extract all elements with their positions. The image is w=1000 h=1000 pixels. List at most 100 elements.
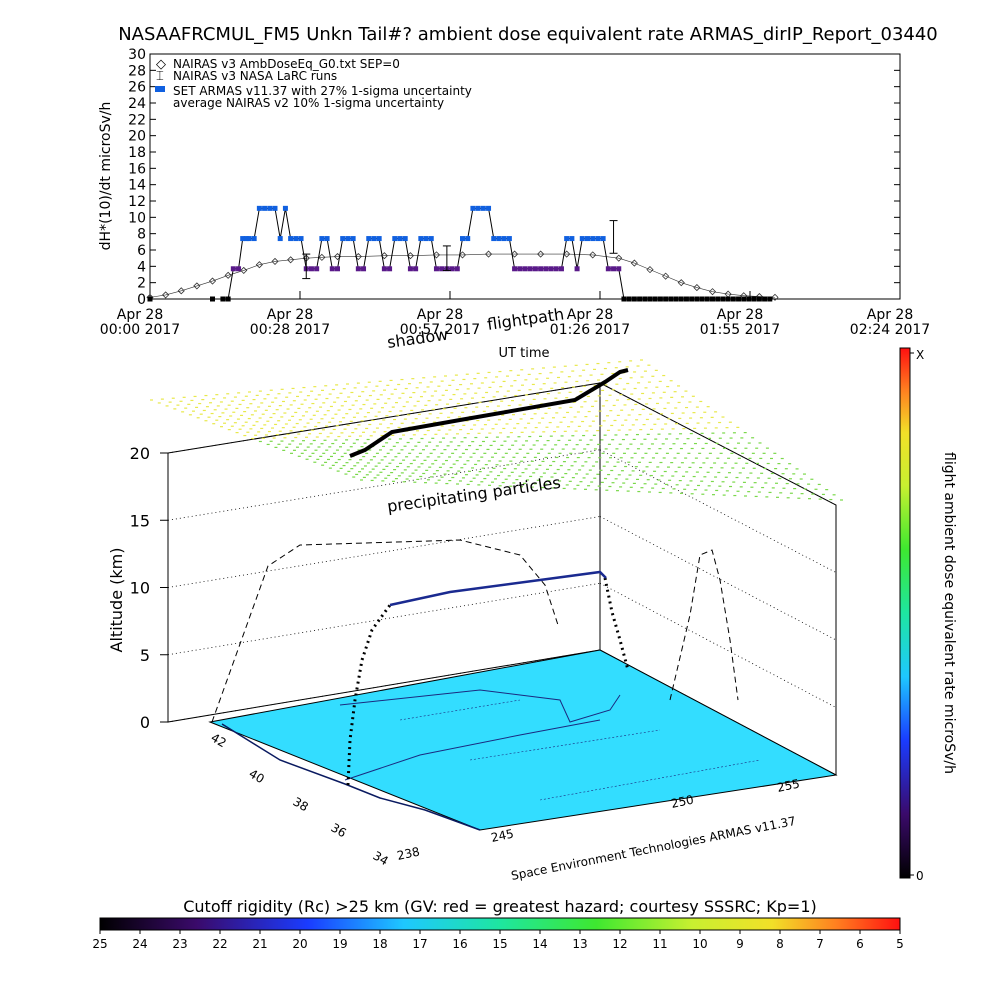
armas-point bbox=[246, 236, 252, 242]
armas-point bbox=[538, 266, 544, 272]
flight-3d-plot: 0 5 10 15 20 Altitude (km) 34 36 38 40 42 238 245… bbox=[107, 304, 843, 883]
altitude-gridline-right bbox=[599, 449, 837, 573]
x-tick-label-time: 01:26 2017 bbox=[550, 322, 630, 338]
altitude-tick-label: 20 bbox=[130, 444, 150, 463]
rigidity-tick-label: 17 bbox=[412, 937, 427, 951]
latitude-tick-label: 42 bbox=[209, 730, 229, 750]
legend-symbol-errorbar: ⌶ bbox=[156, 69, 164, 84]
armas-point bbox=[585, 236, 590, 242]
armas-point bbox=[314, 266, 320, 272]
nairas-v3-point bbox=[589, 251, 597, 259]
armas-point bbox=[335, 266, 340, 272]
armas-point bbox=[621, 296, 627, 302]
armas-point bbox=[767, 296, 773, 302]
armas-point bbox=[564, 236, 570, 242]
armas-point bbox=[756, 296, 762, 302]
armas-point bbox=[210, 296, 215, 302]
armas-point bbox=[329, 266, 335, 272]
y-tick-label: 14 bbox=[128, 178, 146, 194]
armas-point bbox=[699, 296, 705, 302]
nairas-v3-point bbox=[432, 251, 441, 259]
armas-point bbox=[736, 296, 742, 302]
nairas-v3-point bbox=[630, 259, 638, 267]
armas-point bbox=[595, 236, 601, 242]
armas-point bbox=[512, 266, 518, 272]
armas-point bbox=[480, 205, 486, 211]
rigidity-tick-label: 21 bbox=[252, 937, 267, 951]
nairas-v3-point bbox=[771, 293, 779, 301]
latitude-tick-label: 38 bbox=[291, 794, 311, 814]
longitude-tick-label: 238 bbox=[396, 844, 421, 862]
coastline bbox=[221, 723, 481, 831]
armas-point bbox=[433, 266, 439, 272]
x-tick-label-date: Apr 28 bbox=[117, 307, 163, 323]
armas-point bbox=[517, 266, 523, 272]
armas-point bbox=[715, 296, 721, 302]
rigidity-colorbar-ticks: 25 24 23 22 21 20 19 18 17 16 15 14 13 12 11 10 9 8 7 6 5 bbox=[92, 930, 904, 951]
armas-point bbox=[501, 236, 507, 242]
armas-point bbox=[371, 236, 377, 242]
armas-point bbox=[225, 296, 231, 302]
armas-point bbox=[236, 266, 242, 272]
nairas-v3-point bbox=[255, 261, 263, 269]
rigidity-tick-label: 20 bbox=[292, 937, 307, 951]
armas-point bbox=[600, 236, 606, 242]
armas-point bbox=[616, 266, 622, 272]
flightpath-colored bbox=[389, 570, 607, 607]
armas-point bbox=[376, 236, 382, 242]
armas-point bbox=[689, 296, 695, 302]
legend-symbol-armas bbox=[155, 86, 165, 92]
nairas-v3-point bbox=[646, 266, 654, 274]
legend-entry-larc: NAIRAS v3 NASA LaRC runs bbox=[173, 69, 337, 83]
armas-point bbox=[243, 236, 249, 242]
nairas-v3-point bbox=[511, 250, 519, 258]
armas-point bbox=[678, 296, 684, 302]
armas-point bbox=[308, 266, 314, 272]
armas-point bbox=[345, 236, 351, 242]
rigidity-tick-label: 23 bbox=[172, 937, 187, 951]
rigidity-tick-label: 13 bbox=[572, 937, 587, 951]
armas-point bbox=[704, 296, 710, 302]
timeseries-legend: ◇ NAIRAS v3 AmbDoseEq_G0.txt SEP=0 ⌶ NAI… bbox=[155, 57, 472, 110]
legend-symbol-diamond: ◇ bbox=[156, 57, 166, 72]
armas-point bbox=[652, 296, 658, 302]
armas-point bbox=[642, 296, 648, 302]
altitude-gridline-left bbox=[167, 516, 601, 588]
rigidity-colorbar: Cutoff rigidity (Rc) >25 km (GV: red = g… bbox=[92, 897, 903, 951]
longitude-ticks: 238 245 250 255 bbox=[396, 776, 801, 862]
armas-point bbox=[543, 266, 549, 272]
altitude-gridline-left bbox=[167, 649, 601, 723]
armas-point bbox=[548, 266, 554, 272]
armas-point bbox=[611, 266, 617, 272]
armas-point bbox=[574, 266, 580, 272]
armas-point bbox=[220, 296, 226, 302]
armas-point bbox=[631, 296, 637, 302]
y-tick-label: 16 bbox=[128, 161, 146, 177]
armas-point bbox=[402, 236, 408, 242]
armas-point bbox=[366, 236, 372, 242]
latitude-tick-label: 36 bbox=[329, 820, 349, 840]
armas-point bbox=[340, 236, 346, 242]
rigidity-tick-label: 10 bbox=[692, 937, 707, 951]
altitude-tick-label: 15 bbox=[130, 511, 150, 530]
armas-point bbox=[288, 236, 294, 242]
rigidity-tick-label: 24 bbox=[132, 937, 147, 951]
armas-point bbox=[413, 266, 419, 272]
altitude-tick-label: 5 bbox=[140, 646, 150, 665]
timeseries-x-axis-label: UT time bbox=[499, 346, 550, 361]
armas-point bbox=[683, 296, 689, 302]
rigidity-tick-label: 7 bbox=[816, 937, 824, 951]
series-armas-line bbox=[150, 207, 770, 300]
precipitating-particles-sheet bbox=[150, 359, 843, 501]
y-tick-label: 4 bbox=[137, 259, 146, 275]
terrain-grid-lines bbox=[399, 699, 761, 801]
x-tick-label-date: Apr 28 bbox=[267, 307, 313, 323]
armas-point bbox=[637, 296, 643, 302]
armas-point bbox=[147, 296, 153, 302]
rigidity-tick-label: 18 bbox=[372, 937, 387, 951]
armas-point bbox=[730, 296, 736, 302]
series-nairas-v3-line bbox=[149, 253, 776, 298]
dose-colorbar-label: flight ambient dose equivalent rate micr… bbox=[941, 452, 957, 774]
